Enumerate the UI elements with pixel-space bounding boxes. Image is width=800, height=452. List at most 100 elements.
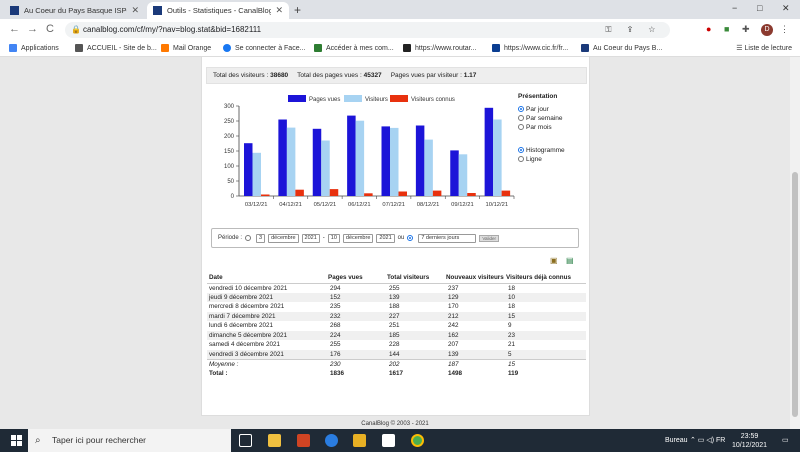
table-cell: 1498 [448,369,463,377]
close-window-button[interactable]: ✕ [782,3,790,13]
radio-par-jour[interactable] [518,106,524,112]
maximize-button[interactable]: □ [757,3,763,13]
reading-list[interactable]: ☰ Liste de lecture [736,45,792,52]
new-tab-button[interactable]: + [294,3,302,17]
chrome-icon[interactable] [411,434,424,447]
export-image-icon[interactable]: ▣ [550,256,558,265]
y-tick-label: 300 [224,104,235,110]
x-tick-label: 07/12/21 [382,202,405,208]
radio-histogramme[interactable] [518,147,524,153]
canalblog-favicon-icon [153,6,162,15]
extensions-puzzle-icon[interactable]: ✚ [742,24,750,34]
table-cell: 187 [446,358,506,369]
total-visitors-value: 38680 [270,72,289,79]
from-month-select[interactable]: décembre [268,233,299,243]
table-cell: mercredi 8 décembre 2021 [209,303,285,311]
bookmark-au-coeur[interactable]: Au Coeur du Pays B... [581,44,662,52]
minimize-button[interactable]: − [732,3,738,13]
url-bar[interactable]: 🔒 canalblog.com/cf/my/?nav=blog.stat&bid… [65,22,670,38]
x-tick-label: 05/12/21 [314,202,337,208]
option-ligne[interactable]: Ligne [518,155,565,163]
radio-par-mois[interactable] [518,124,524,130]
header-pages-vues: Pages vues [328,265,387,284]
header-date: Date [207,265,328,284]
bookmark-comptes[interactable]: Accéder à mes com... [314,44,394,52]
option-par-mois[interactable]: Par mois [518,123,565,131]
option-par-semaine[interactable]: Par semaine [518,114,565,122]
option-histogramme[interactable]: Histogramme [518,146,565,154]
bookmark-applications[interactable]: Applications [9,44,59,52]
table-cell: 10 [506,292,586,302]
table-cell: 235 [330,303,341,311]
from-day-select[interactable]: 3 [256,233,266,243]
powerpoint-icon[interactable] [297,434,310,447]
taskbar-clock[interactable]: 23:59 10/12/2021 [732,432,767,450]
radio-ligne[interactable] [518,156,524,162]
y-tick-label: 100 [224,164,235,170]
to-year-select[interactable]: 2021 [376,233,395,243]
bar-visiteurs-connus [398,191,407,196]
bar-visiteurs [493,119,502,196]
forward-button[interactable]: → [27,23,38,35]
extension-icon[interactable]: ● [706,24,712,34]
omnibox-tools-icon[interactable]: ⚿ ⇪ ☆ [605,25,662,34]
close-tab-icon[interactable]: ✕ [275,5,283,15]
bar-visiteurs-connus [261,194,270,196]
reload-button[interactable]: C [46,23,54,35]
period-selector: Période : 3 décembre 2021 - 10 décembre … [211,228,579,248]
bookmark-accueil[interactable]: ACCUEIL - Site de b... [75,44,157,52]
table-cell: 202 [387,358,446,369]
or-label: ou [397,235,405,241]
option-par-jour[interactable]: Par jour [518,105,565,113]
table-cell: 268 [330,322,341,330]
bookmark-facebook[interactable]: Se connecter à Face... [223,44,305,52]
profile-avatar[interactable]: D [761,24,773,36]
windows-start-icon[interactable] [11,435,22,446]
bar-visiteurs-connus [329,189,339,196]
system-tray-icons[interactable]: ⌃ ▭ ◁) FR [690,437,726,444]
desktop-label[interactable]: Bureau [665,437,688,444]
x-tick-label: 04/12/21 [279,202,302,208]
microsoft-store-icon[interactable] [268,434,281,447]
table-row: jeudi 9 décembre 2021 152 139 129 10 [207,292,586,302]
table-cell: 152 [328,292,387,302]
header-nouveaux-visiteurs: Nouveaux visiteurs [446,265,506,284]
export-excel-icon[interactable]: ▤ [566,256,574,265]
from-year-select[interactable]: 2021 [301,233,320,243]
bar-pages-vues [278,119,287,196]
table-cell: 251 [389,322,400,330]
preset-period-select[interactable]: 7 derniers jours [418,233,477,243]
menu-kebab-icon[interactable]: ⋮ [780,24,789,34]
task-view-icon[interactable] [239,434,252,447]
tab-bar: Au Coeur du Pays Basque ISPOU ✕ Outils -… [0,0,800,19]
bookmark-cic[interactable]: https://www.cic.fr/fr... [492,44,568,52]
bar-visiteurs [321,140,330,196]
total-pages-value: 45327 [363,72,382,79]
table-cell: 144 [387,349,446,359]
table-cell: 227 [387,311,446,321]
scrollbar-thumb[interactable] [792,172,798,417]
y-tick-label: 250 [224,119,235,125]
mail-icon[interactable] [382,434,395,447]
validate-button[interactable]: Valider [479,234,500,242]
vertical-scrollbar[interactable] [790,57,800,429]
radio-preset-period[interactable] [407,235,414,241]
edge-icon[interactable] [325,434,338,447]
radio-par-semaine[interactable] [518,115,524,121]
table-cell: 230 [328,358,387,369]
to-day-select[interactable]: 10 [327,233,340,243]
taskbar-search-box[interactable]: ⌕ Taper ici pour rechercher [28,429,231,452]
tab-outils-statistiques[interactable]: Outils - Statistiques - CanalBlog ✕ [147,2,289,19]
back-button[interactable]: ← [9,23,20,35]
radio-custom-period[interactable] [245,235,252,241]
to-month-select[interactable]: décembre [342,233,374,243]
period-label: Période : [218,235,243,241]
table-cell: 139 [446,349,506,359]
close-tab-icon[interactable]: ✕ [131,5,139,15]
tab-au-coeur[interactable]: Au Coeur du Pays Basque ISPOU ✕ [4,2,145,19]
file-explorer-icon[interactable] [353,434,366,447]
bookmark-mail-orange[interactable]: Mail Orange [161,44,211,52]
notifications-icon[interactable]: ▭ [782,437,789,444]
bookmark-routard[interactable]: https://www.routar... [403,44,476,52]
extension-green-icon[interactable]: ■ [724,24,730,34]
